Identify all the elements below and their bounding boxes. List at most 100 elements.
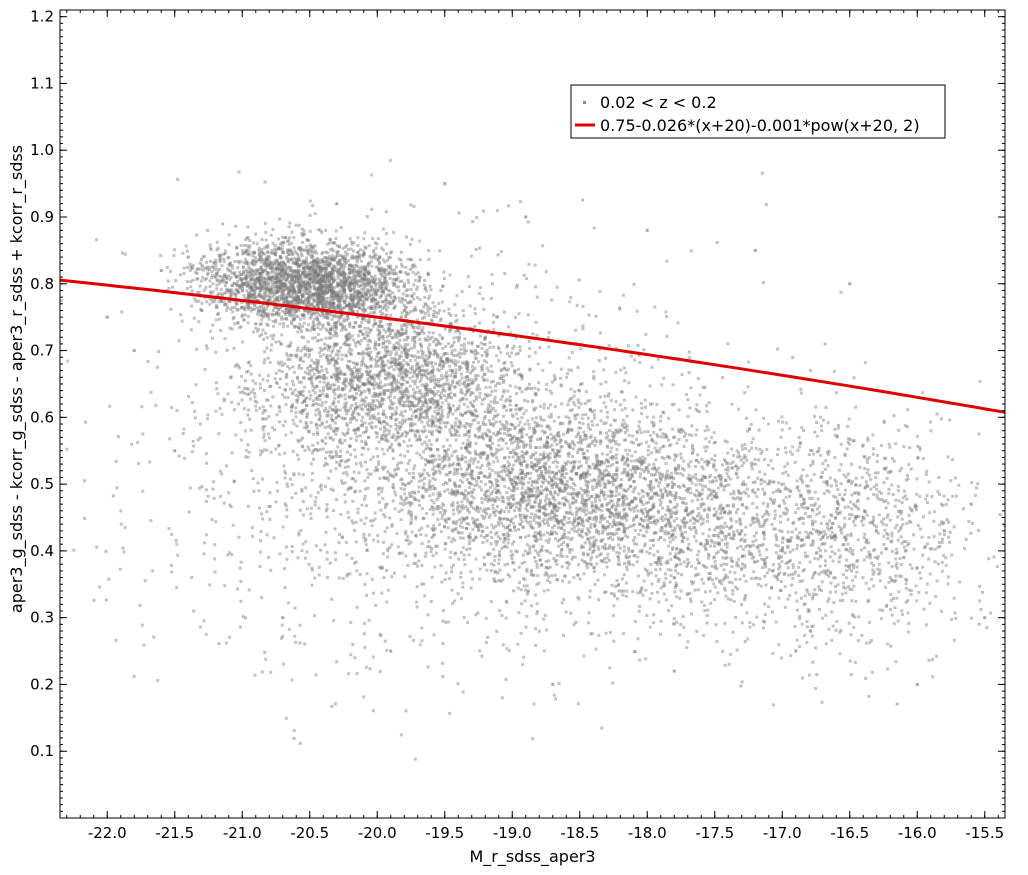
- scatter-point: [290, 289, 293, 292]
- scatter-point: [324, 400, 328, 404]
- scatter-point: [263, 246, 267, 250]
- scatter-point: [332, 298, 336, 302]
- scatter-point: [335, 342, 339, 346]
- scatter-point: [292, 287, 296, 291]
- scatter-point: [250, 273, 254, 276]
- scatter-point: [298, 284, 302, 288]
- scatter-point: [320, 404, 324, 408]
- scatter-point: [348, 285, 351, 289]
- scatter-point: [348, 325, 352, 329]
- scatter-point: [294, 279, 298, 283]
- scatter-point: [253, 307, 256, 311]
- scatter-point: [266, 324, 270, 327]
- scatter-point: [288, 289, 292, 292]
- scatter-point: [448, 364, 452, 368]
- scatter-point: [249, 293, 253, 297]
- scatter-point: [312, 251, 316, 255]
- scatter-point: [348, 420, 352, 424]
- scatter-point: [263, 291, 267, 295]
- scatter-point: [348, 288, 352, 292]
- scatter-point: [395, 351, 399, 355]
- scatter-point: [428, 343, 432, 347]
- scatter-point: [215, 283, 219, 287]
- scatter-point: [351, 309, 355, 313]
- scatter-point: [309, 245, 313, 249]
- scatter-point: [299, 380, 303, 384]
- scatter-point: [326, 242, 330, 246]
- scatter-point: [273, 247, 277, 251]
- scatter-point: [228, 262, 232, 266]
- scatter-point: [369, 305, 373, 308]
- scatter-point: [432, 340, 436, 344]
- scatter-point: [281, 250, 285, 254]
- scatter-point: [297, 297, 301, 301]
- scatter-point: [320, 261, 324, 265]
- scatter-point: [397, 285, 401, 289]
- scatter-point: [362, 431, 366, 435]
- scatter-point: [374, 298, 378, 302]
- scatter-point: [377, 269, 381, 272]
- scatter-point: [471, 391, 475, 395]
- scatter-point: [336, 304, 340, 308]
- scatter-point: [256, 310, 260, 314]
- scatter-point: [308, 266, 312, 270]
- scatter-point: [478, 395, 482, 399]
- scatter-point: [393, 268, 397, 272]
- scatter-point: [405, 399, 409, 403]
- scatter-point: [253, 297, 257, 300]
- scatter-point: [432, 312, 436, 316]
- scatter-point: [259, 282, 263, 286]
- scatter-point: [353, 256, 357, 260]
- scatter-point: [305, 261, 309, 265]
- scatter-point: [411, 270, 415, 274]
- scatter-point: [208, 279, 212, 283]
- scatter-point: [390, 360, 394, 364]
- scatter-point: [345, 303, 349, 307]
- scatter-point: [483, 335, 487, 339]
- scatter-point: [324, 280, 328, 284]
- scatter-point: [252, 278, 256, 282]
- scatter-point: [329, 332, 333, 336]
- scatter-point: [969, 502, 973, 506]
- scatter-point: [248, 285, 252, 289]
- scatter-point: [329, 427, 333, 431]
- scatter-point: [258, 386, 262, 390]
- scatter-point: [269, 450, 273, 454]
- scatter-point: [326, 271, 330, 275]
- scatter-point: [365, 293, 368, 297]
- scatter-point: [439, 564, 443, 568]
- scatter-point: [308, 243, 312, 247]
- scatter-point: [285, 382, 289, 386]
- scatter-point: [286, 324, 290, 328]
- scatter-point: [358, 307, 362, 311]
- scatter-point: [366, 265, 370, 269]
- scatter-point: [415, 362, 419, 366]
- scatter-point: [286, 292, 290, 296]
- scatter-point: [362, 303, 366, 307]
- scatter-point: [286, 240, 290, 243]
- scatter-point: [296, 269, 300, 272]
- scatter-point: [339, 283, 343, 287]
- scatter-point: [341, 306, 345, 310]
- scatter-point: [470, 382, 474, 386]
- scatter-point: [297, 326, 300, 329]
- scatter-point: [354, 280, 358, 284]
- scatter-point: [246, 307, 250, 311]
- scatter-point: [242, 318, 246, 322]
- scatter-point: [508, 395, 512, 399]
- scatter-point: [458, 524, 462, 528]
- scatter-point: [473, 325, 477, 329]
- scatter-point: [192, 316, 196, 320]
- scatter-point: [428, 352, 432, 356]
- scatter-point: [397, 374, 401, 378]
- scatter-point: [310, 312, 314, 316]
- scatter-point: [305, 248, 309, 252]
- scatter-point: [398, 421, 402, 425]
- scatter-point: [300, 281, 304, 285]
- scatter-point: [384, 298, 388, 302]
- scatter-point: [204, 285, 208, 289]
- scatter-point: [412, 326, 416, 329]
- scatter-point: [291, 296, 295, 300]
- scatter-point: [358, 256, 362, 260]
- scatter-point: [389, 322, 393, 326]
